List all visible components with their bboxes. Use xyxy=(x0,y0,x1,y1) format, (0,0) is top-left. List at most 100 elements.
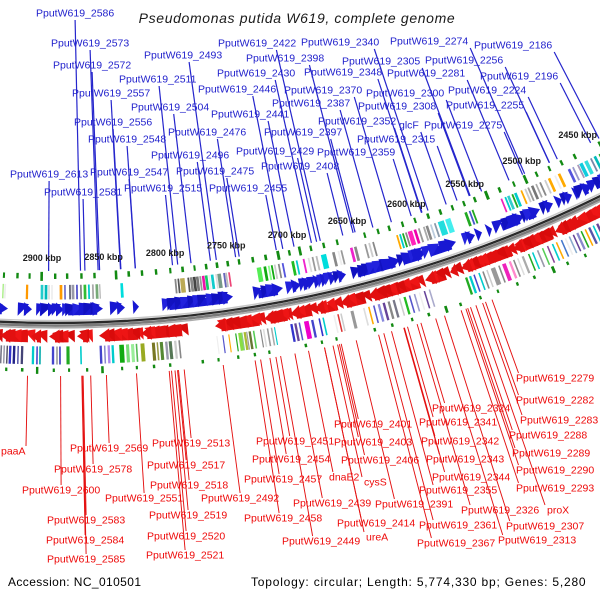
svg-text:PputW619_2224: PputW619_2224 xyxy=(448,85,526,97)
svg-text:PputW619_2290: PputW619_2290 xyxy=(516,465,594,477)
svg-text:PputW619_2256: PputW619_2256 xyxy=(425,55,503,67)
svg-text:PputW619_2476: PputW619_2476 xyxy=(168,127,246,139)
svg-text:PputW619_2422: PputW619_2422 xyxy=(218,38,296,50)
svg-text:2700 kbp: 2700 kbp xyxy=(268,230,307,240)
svg-text:PputW619_2308: PputW619_2308 xyxy=(358,101,436,113)
svg-text:PputW619_2352: PputW619_2352 xyxy=(318,116,396,128)
svg-text:PputW619_2585: PputW619_2585 xyxy=(47,554,125,566)
svg-text:PputW619_2578: PputW619_2578 xyxy=(54,464,132,476)
svg-text:PputW619_2449: PputW619_2449 xyxy=(282,536,360,548)
svg-text:PputW619_2518: PputW619_2518 xyxy=(150,480,228,492)
svg-text:PputW619_2520: PputW619_2520 xyxy=(147,531,225,543)
svg-text:Topology: circular; Length: 5,: Topology: circular; Length: 5,774,330 bp… xyxy=(251,575,586,589)
svg-text:PputW619_2414: PputW619_2414 xyxy=(337,518,415,530)
svg-text:PputW619_2583: PputW619_2583 xyxy=(47,515,125,527)
svg-text:glcF: glcF xyxy=(399,120,419,132)
svg-text:PputW619_2391: PputW619_2391 xyxy=(375,499,453,511)
svg-text:PputW619_2315: PputW619_2315 xyxy=(357,134,435,146)
svg-text:PputW619_2458: PputW619_2458 xyxy=(244,513,322,525)
svg-text:PputW619_2326: PputW619_2326 xyxy=(461,505,539,517)
svg-text:PputW619_2515: PputW619_2515 xyxy=(124,183,202,195)
svg-text:PputW619_2282: PputW619_2282 xyxy=(516,395,594,407)
svg-text:PputW619_2361: PputW619_2361 xyxy=(419,520,497,532)
svg-text:ureA: ureA xyxy=(366,532,388,544)
svg-text:PputW619_2581: PputW619_2581 xyxy=(44,187,122,199)
svg-text:PputW619_2572: PputW619_2572 xyxy=(53,60,131,72)
svg-text:PputW619_2429: PputW619_2429 xyxy=(236,146,314,158)
svg-text:PputW619_2547: PputW619_2547 xyxy=(90,167,168,179)
svg-text:2450 kbp: 2450 kbp xyxy=(558,130,597,140)
svg-text:PputW619_2569: PputW619_2569 xyxy=(70,443,148,455)
svg-text:PputW619_2186: PputW619_2186 xyxy=(474,40,552,52)
svg-text:PputW619_2255: PputW619_2255 xyxy=(446,100,524,112)
svg-text:PputW619_2556: PputW619_2556 xyxy=(74,117,152,129)
svg-text:PputW619_2367: PputW619_2367 xyxy=(417,538,495,550)
svg-text:PputW619_2586: PputW619_2586 xyxy=(36,8,114,20)
svg-text:PputW619_2548: PputW619_2548 xyxy=(88,134,166,146)
svg-text:PputW619_2307: PputW619_2307 xyxy=(506,521,584,533)
svg-text:PputW619_2401: PputW619_2401 xyxy=(334,419,412,431)
svg-text:PputW619_2340: PputW619_2340 xyxy=(301,37,379,49)
svg-text:PputW619_2398: PputW619_2398 xyxy=(246,53,324,65)
svg-text:PputW619_2496: PputW619_2496 xyxy=(151,150,229,162)
svg-text:2800 kbp: 2800 kbp xyxy=(146,248,185,258)
svg-text:PputW619_2439: PputW619_2439 xyxy=(293,498,371,510)
svg-text:2850 kbp: 2850 kbp xyxy=(84,252,123,262)
svg-text:Pseudomonas putida W619, compl: Pseudomonas putida W619, complete genome xyxy=(139,10,456,26)
svg-text:PputW619_2441: PputW619_2441 xyxy=(211,109,289,121)
svg-text:dnaE2: dnaE2 xyxy=(329,472,360,484)
svg-text:PputW619_2293: PputW619_2293 xyxy=(516,483,594,495)
svg-text:2600 kbp: 2600 kbp xyxy=(387,199,426,209)
svg-text:PputW619_2288: PputW619_2288 xyxy=(509,430,587,442)
svg-text:PputW619_2517: PputW619_2517 xyxy=(147,460,225,472)
svg-text:PputW619_2511: PputW619_2511 xyxy=(119,74,197,86)
svg-text:PputW619_2397: PputW619_2397 xyxy=(264,127,342,139)
svg-text:paaA: paaA xyxy=(1,446,26,458)
svg-text:cysS: cysS xyxy=(364,477,387,489)
svg-text:PputW619_2279: PputW619_2279 xyxy=(516,373,594,385)
svg-text:Accession: NC_010501: Accession: NC_010501 xyxy=(8,575,141,589)
svg-text:PputW619_2283: PputW619_2283 xyxy=(520,415,598,427)
svg-text:PputW619_2196: PputW619_2196 xyxy=(480,71,558,83)
svg-text:PputW619_2343: PputW619_2343 xyxy=(426,454,504,466)
svg-text:PputW619_2457: PputW619_2457 xyxy=(244,474,322,486)
svg-text:2500 kbp: 2500 kbp xyxy=(503,156,542,166)
svg-text:PputW619_2584: PputW619_2584 xyxy=(46,535,124,547)
svg-text:PputW619_2573: PputW619_2573 xyxy=(51,38,129,50)
svg-text:2900 kbp: 2900 kbp xyxy=(23,253,62,263)
svg-text:PputW619_2408: PputW619_2408 xyxy=(261,161,339,173)
svg-text:PputW619_2446: PputW619_2446 xyxy=(198,84,276,96)
svg-text:PputW619_2406: PputW619_2406 xyxy=(341,455,419,467)
svg-text:PputW619_2344: PputW619_2344 xyxy=(432,472,510,484)
svg-text:PputW619_2492: PputW619_2492 xyxy=(201,493,279,505)
svg-text:PputW619_2313: PputW619_2313 xyxy=(498,535,576,547)
svg-text:PputW619_2455: PputW619_2455 xyxy=(209,183,287,195)
svg-text:PputW619_2403: PputW619_2403 xyxy=(334,437,412,449)
svg-text:2750 kbp: 2750 kbp xyxy=(207,240,246,250)
svg-text:PputW619_2275: PputW619_2275 xyxy=(424,120,502,132)
svg-text:PputW619_2281: PputW619_2281 xyxy=(387,68,465,80)
svg-text:PputW619_2289: PputW619_2289 xyxy=(512,448,590,460)
svg-text:PputW619_2355: PputW619_2355 xyxy=(419,485,497,497)
svg-text:PputW619_2324: PputW619_2324 xyxy=(432,403,510,415)
svg-text:PputW619_2451: PputW619_2451 xyxy=(256,436,334,448)
svg-text:PputW619_2551: PputW619_2551 xyxy=(105,493,183,505)
svg-text:PputW619_2513: PputW619_2513 xyxy=(152,438,230,450)
svg-text:PputW619_2475: PputW619_2475 xyxy=(176,166,254,178)
svg-text:PputW619_2274: PputW619_2274 xyxy=(390,36,468,48)
svg-text:PputW619_2493: PputW619_2493 xyxy=(144,50,222,62)
svg-text:PputW619_2341: PputW619_2341 xyxy=(419,417,497,429)
svg-text:PputW619_2613: PputW619_2613 xyxy=(10,169,88,181)
svg-text:proX: proX xyxy=(547,505,569,517)
svg-text:PputW619_2387: PputW619_2387 xyxy=(272,98,350,110)
svg-text:PputW619_2370: PputW619_2370 xyxy=(284,85,362,97)
svg-text:PputW619_2300: PputW619_2300 xyxy=(366,88,444,100)
svg-text:PputW619_2504: PputW619_2504 xyxy=(131,102,209,114)
svg-text:2650 kbp: 2650 kbp xyxy=(328,216,367,226)
svg-text:PputW619_2519: PputW619_2519 xyxy=(149,510,227,522)
svg-text:PputW619_2557: PputW619_2557 xyxy=(72,88,150,100)
svg-text:PputW619_2600: PputW619_2600 xyxy=(22,485,100,497)
svg-text:PputW619_2348: PputW619_2348 xyxy=(304,67,382,79)
svg-text:PputW619_2430: PputW619_2430 xyxy=(217,68,295,80)
svg-text:PputW619_2342: PputW619_2342 xyxy=(421,436,499,448)
